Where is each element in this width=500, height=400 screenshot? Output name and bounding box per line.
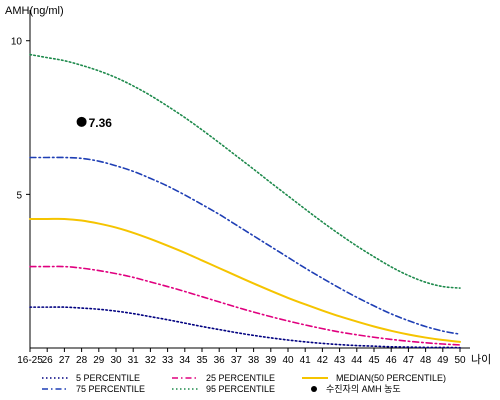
x-tick-label: 38 — [248, 355, 260, 366]
patient-marker-dot — [76, 116, 87, 127]
series-line-median-50-percentile- — [29, 217, 461, 343]
x-tick-label: 48 — [420, 355, 432, 366]
legend-label: 25 PERCENTILE — [206, 373, 275, 383]
series-line-5-percentile — [29, 306, 461, 349]
y-axis-label: AMH(ng/ml) — [5, 5, 64, 17]
y-tick-label: 10 — [11, 37, 23, 48]
x-tick-label: 45 — [368, 355, 380, 366]
x-tick-label: 33 — [162, 355, 174, 366]
x-tick-label: 27 — [59, 355, 71, 366]
y-tick-label: 5 — [16, 190, 22, 201]
x-tick-label: 41 — [300, 355, 312, 366]
x-tick-label: 39 — [265, 355, 277, 366]
x-tick-label: 40 — [282, 355, 294, 366]
x-tick-label: 30 — [110, 355, 122, 366]
legend-marker-label: 수진자의 AMH 농도 — [326, 384, 401, 394]
x-tick-label: 32 — [145, 355, 157, 366]
patient-marker: 7.36 — [76, 116, 113, 130]
legend-label: 5 PERCENTILE — [76, 373, 140, 383]
legend-label: MEDIAN(50 PERCENTILE) — [336, 373, 446, 383]
x-tick-label: 49 — [437, 355, 449, 366]
legend-marker-dot — [311, 386, 317, 392]
legend: 5 PERCENTILE 25 PERCENTILE MEDIAN(50 PERCE… — [42, 373, 446, 394]
series-lines — [29, 53, 461, 349]
x-tick-label: 16-25 — [17, 355, 43, 366]
legend-label: 75 PERCENTILE — [76, 384, 145, 394]
patient-marker-label: 7.36 — [89, 116, 113, 130]
x-tick-label: 37 — [231, 355, 243, 366]
series-line-25-percentile — [29, 265, 461, 346]
x-tick-label: 46 — [386, 355, 398, 366]
x-tick-label: 47 — [403, 355, 415, 366]
x-tick-label: 31 — [128, 355, 140, 366]
x-tick-label: 26 — [42, 355, 54, 366]
x-tick-label: 43 — [334, 355, 346, 366]
x-tick-label: 42 — [317, 355, 329, 366]
x-tick-label: 29 — [93, 355, 105, 366]
x-axis-label: 나이 — [471, 353, 491, 366]
x-tick-label: 34 — [179, 355, 191, 366]
x-tick-label: 50 — [454, 355, 466, 366]
x-tick-label: 44 — [351, 355, 363, 366]
legend-label: 95 PERCENTILE — [206, 384, 275, 394]
x-tick-label: 35 — [196, 355, 208, 366]
y-axis-ticks: 5 10 — [11, 37, 30, 201]
series-line-95-percentile — [29, 53, 461, 289]
x-tick-label: 36 — [214, 355, 226, 366]
x-tick-label: 28 — [76, 355, 88, 366]
series-line-75-percentile — [29, 156, 461, 335]
